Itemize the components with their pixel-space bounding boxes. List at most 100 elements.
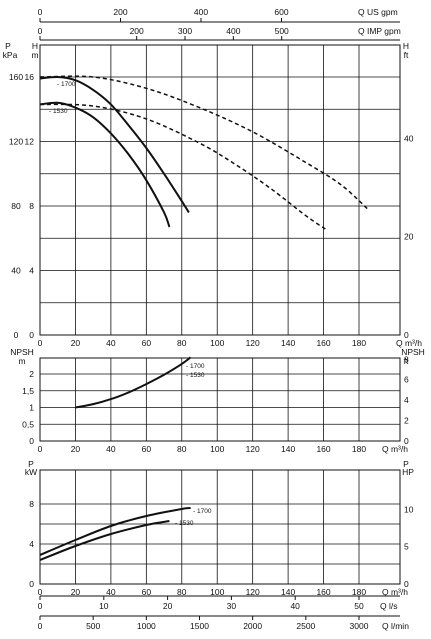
head-flow-tick-label: 160	[316, 338, 330, 348]
head-curve-dashed	[39, 103, 328, 231]
imp-gpm-tick-label: 200	[130, 26, 144, 36]
npsh-flow-tick-label: 0	[38, 444, 43, 454]
npsh-flow-tick-label: 160	[316, 444, 330, 454]
imp-gpm-tick-label: 400	[226, 26, 240, 36]
npsh-m-tick-label: 1	[29, 403, 34, 413]
power-flow-tick-label: 60	[142, 587, 152, 597]
npsh-m-tick-label: 0,5	[22, 419, 34, 429]
head-m-tick-label: 4	[29, 266, 34, 276]
imp-gpm-tick-label: 0	[38, 26, 43, 36]
grid-layer	[39, 18, 401, 620]
npsh-ft-tick-label: 8	[404, 354, 409, 364]
power-flow-tick-label: 0	[38, 587, 43, 597]
power-flow-tick-label: 160	[316, 587, 330, 597]
npsh-left-unit: m	[18, 356, 25, 366]
lmin-tick-label: 1000	[137, 621, 156, 631]
head-h-label: H	[32, 41, 38, 51]
npsh-ft-tick-label: 0	[404, 436, 409, 446]
head-flow-unit: Q m³/h	[396, 338, 422, 348]
ls-tick-label: 30	[227, 601, 237, 611]
npsh-label-1700: - 1700	[186, 363, 205, 370]
head-kpa-label: kPa	[3, 50, 18, 60]
lmin-tick-label: 2500	[296, 621, 315, 631]
npsh-flow-tick-label: 40	[106, 444, 116, 454]
head-p-label: P	[5, 41, 11, 51]
npsh-panel-frame	[39, 357, 401, 442]
npsh-m-tick-label: 2	[29, 369, 34, 379]
npsh-m-tick-label: 0	[29, 436, 34, 446]
ls-tick-label: 50	[354, 601, 364, 611]
head-ft-tick-label: 0	[404, 330, 409, 340]
power-flow-tick-label: 180	[352, 587, 366, 597]
power-flow-tick-label: 100	[210, 587, 224, 597]
head-flow-tick-label: 180	[352, 338, 366, 348]
power-hp-tick-label: 5	[404, 542, 409, 552]
curve-layer	[39, 75, 369, 561]
us-gpm-tick-label: 400	[194, 7, 208, 17]
head-kpa-tick-label: 40	[11, 266, 21, 276]
head-m-label: m	[31, 50, 38, 60]
power-left-label: P	[28, 459, 34, 469]
head-flow-tick-label: 80	[177, 338, 187, 348]
power-flow-tick-label: 80	[177, 587, 187, 597]
power-hp-tick-label: 10	[404, 504, 414, 514]
power-label-1700: - 1700	[193, 508, 212, 515]
head-right-h-label: H	[403, 41, 409, 51]
ls-tick-label: 20	[163, 601, 173, 611]
npsh-flow-tick-label: 80	[177, 444, 187, 454]
npsh-right-unit: ft	[404, 356, 409, 366]
head-flow-tick-label: 60	[142, 338, 152, 348]
head-panel-frame	[39, 44, 401, 336]
imp-gpm-unit: Q IMP gpm	[358, 26, 401, 36]
npsh-ft-tick-label: 4	[404, 395, 409, 405]
us-gpm-unit: Q US gpm	[358, 7, 398, 17]
npsh-flow-unit: Q m³/h	[382, 444, 408, 454]
head-flow-tick-label: 100	[210, 338, 224, 348]
power-kw-tick-label: 8	[29, 499, 34, 509]
npsh-left-label: NPSH	[10, 347, 34, 357]
head-m-tick-label: 12	[25, 137, 35, 147]
npsh-label-1530: - 1530	[186, 372, 205, 379]
power-right-unit: HP	[402, 467, 414, 477]
head-kpa-tick-label: 80	[11, 201, 21, 211]
us-gpm-tick-label: 200	[113, 7, 127, 17]
lmin-unit: Q l/min	[382, 621, 409, 631]
head-m-tick-label: 8	[29, 201, 34, 211]
head-m-tick-label: 0	[29, 330, 34, 340]
power-flow-tick-label: 120	[246, 587, 260, 597]
npsh-flow-tick-label: 60	[142, 444, 152, 454]
ls-tick-label: 10	[99, 601, 109, 611]
head-flow-tick-label: 0	[38, 338, 43, 348]
head-label-1700: - 1700	[57, 81, 76, 88]
head-curve-1530	[39, 101, 171, 228]
npsh-curve	[75, 356, 192, 409]
head-flow-tick-label: 20	[71, 338, 81, 348]
lmin-tick-label: 0	[38, 621, 43, 631]
power-label-1530: - 1530	[175, 520, 194, 527]
head-right-ft-label: ft	[404, 50, 409, 60]
head-curve-dashed	[39, 75, 369, 210]
imp-gpm-tick-label: 500	[275, 26, 289, 36]
power-kw-tick-label: 4	[29, 539, 34, 549]
ls-tick-label: 0	[38, 601, 43, 611]
power-flow-tick-label: 140	[281, 587, 295, 597]
lmin-tick-label: 500	[86, 621, 100, 631]
npsh-flow-tick-label: 140	[281, 444, 295, 454]
head-kpa-tick-label: 160	[9, 72, 23, 82]
lmin-tick-label: 2000	[243, 621, 262, 631]
ls-unit: Q l/s	[380, 601, 397, 611]
head-flow-tick-label: 40	[106, 338, 116, 348]
head-kpa-tick-label: 120	[9, 137, 23, 147]
power-right-label: P	[403, 459, 409, 469]
imp-gpm-tick-label: 300	[178, 26, 192, 36]
lmin-tick-label: 1500	[190, 621, 209, 631]
npsh-ft-tick-label: 6	[404, 375, 409, 385]
power-flow-tick-label: 20	[71, 587, 81, 597]
head-ft-tick-label: 20	[404, 232, 414, 242]
power-panel-frame	[39, 469, 401, 585]
npsh-flow-tick-label: 20	[71, 444, 81, 454]
power-curve-1530	[39, 520, 170, 561]
head-m-tick-label: 16	[25, 72, 35, 82]
head-curve-1700	[39, 75, 190, 213]
